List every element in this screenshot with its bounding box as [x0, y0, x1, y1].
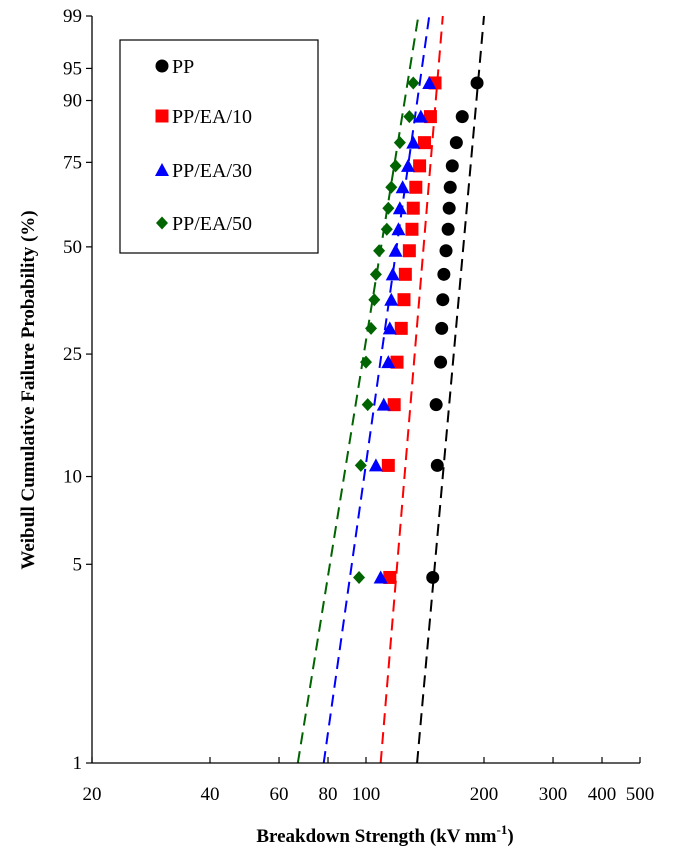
- x-tick-label: 60: [270, 784, 289, 805]
- legend-marker-series-2: [155, 109, 169, 123]
- legend-label-series-1: PP: [172, 56, 194, 78]
- legend-box: [119, 39, 319, 254]
- x-tick-label: 40: [201, 784, 220, 805]
- data-point-series-4: [373, 244, 386, 258]
- data-point-series-4: [361, 398, 374, 412]
- data-point-series-4: [353, 570, 366, 584]
- data-point-series-2: [398, 267, 412, 281]
- data-point-series-4: [389, 159, 402, 173]
- fit-line-series-2: [379, 15, 444, 764]
- fit-line-series-3: [322, 15, 431, 764]
- y-tick-label: 10: [63, 467, 82, 488]
- legend-label-series-2: PP/EA/10: [172, 106, 252, 128]
- data-point-series-4: [360, 355, 372, 369]
- plot-area: 20 40 60 80 100 200 300 400 500 1 5 10 25 50 75 90 95 99: [63, 6, 654, 805]
- y-tick-label: 5: [73, 554, 83, 575]
- data-point-series-1: [430, 458, 444, 472]
- data-point-series-1: [435, 321, 449, 335]
- legend-items: PP PP/EA/10 PP/EA/30 PP/EA/50: [155, 56, 252, 235]
- data-point-series-1: [441, 222, 455, 236]
- data-point-series-3: [406, 135, 421, 149]
- data-point-series-4: [368, 293, 381, 307]
- data-point-series-1: [443, 180, 457, 194]
- data-point-series-2: [423, 110, 437, 124]
- data-point-series-1: [470, 76, 484, 90]
- data-point-series-2: [417, 136, 431, 150]
- y-tick-label: 75: [63, 152, 82, 173]
- data-point-series-2: [406, 201, 420, 215]
- data-point-series-1: [442, 201, 456, 215]
- data-point-series-4: [393, 136, 406, 150]
- data-point-series-3: [388, 243, 403, 257]
- data-point-series-1: [434, 355, 448, 369]
- data-point-series-4: [382, 201, 395, 215]
- data-point-series-2: [402, 244, 416, 258]
- data-markers: [353, 75, 484, 584]
- x-tick-label: 400: [588, 784, 617, 805]
- legend-label-series-4: PP/EA/50: [172, 213, 252, 235]
- data-point-series-4: [407, 76, 420, 90]
- fit-line-series-1: [416, 15, 486, 764]
- data-point-series-2: [387, 398, 401, 412]
- data-point-series-3: [413, 109, 428, 123]
- data-point-series-2: [397, 293, 411, 307]
- data-point-series-3: [422, 75, 437, 89]
- y-tick-label: 50: [63, 237, 82, 258]
- fit-lines: [296, 15, 486, 764]
- x-axis-title: Breakdown Strength (kV mm-1): [256, 822, 513, 847]
- data-point-series-4: [354, 458, 367, 472]
- data-point-series-3: [381, 355, 396, 369]
- data-point-series-3: [385, 267, 400, 281]
- data-point-series-1: [455, 110, 469, 124]
- legend-label-series-3: PP/EA/30: [172, 160, 252, 182]
- x-axis-title-superscript: -1: [497, 822, 508, 837]
- data-point-series-2: [394, 321, 408, 335]
- y-tick-label: 90: [63, 91, 82, 112]
- y-axis-ticks: 1 5 10 25 50 75 90 95 99: [63, 6, 92, 774]
- data-point-series-2: [383, 570, 397, 584]
- x-tick-label: 80: [319, 784, 338, 805]
- data-point-series-2: [405, 222, 419, 236]
- data-point-series-4: [403, 110, 416, 124]
- legend-marker-series-3: [155, 163, 169, 176]
- x-axis-ticks: 20 40 60 80 100 200 300 400 500: [83, 757, 655, 805]
- data-point-series-1: [437, 267, 451, 281]
- data-point-series-3: [391, 222, 406, 236]
- x-tick-label: 100: [352, 784, 381, 805]
- data-point-series-3: [368, 458, 383, 472]
- data-point-series-3: [376, 397, 391, 411]
- legend-marker-series-1: [155, 59, 169, 73]
- data-point-series-1: [429, 398, 443, 412]
- data-point-series-1: [426, 570, 440, 584]
- legend-marker-series-4: [156, 216, 168, 230]
- data-point-series-1: [439, 244, 453, 258]
- data-point-series-4: [369, 267, 382, 281]
- data-point-series-4: [385, 180, 398, 194]
- data-point-series-3: [384, 292, 399, 306]
- data-point-series-3: [395, 180, 410, 194]
- x-tick-label: 200: [470, 784, 499, 805]
- data-point-series-3: [373, 570, 388, 584]
- data-point-series-2: [381, 458, 395, 472]
- y-tick-label: 95: [63, 58, 82, 79]
- data-point-series-3: [392, 201, 407, 215]
- y-tick-label: 1: [73, 753, 83, 774]
- data-point-series-4: [365, 321, 378, 335]
- y-tick-label: 99: [63, 6, 82, 27]
- data-point-series-4: [380, 222, 393, 236]
- legend: PP PP/EA/10 PP/EA/30 PP/EA/50: [119, 39, 319, 254]
- data-point-series-2: [413, 159, 427, 173]
- data-point-series-1: [449, 136, 463, 150]
- y-axis-title: Weibull Cumulative Failure Probability (…: [18, 210, 39, 569]
- data-point-series-3: [382, 321, 397, 335]
- x-tick-label: 20: [83, 784, 102, 805]
- data-point-series-2: [409, 180, 423, 194]
- x-tick-label: 300: [539, 784, 568, 805]
- data-point-series-3: [401, 158, 416, 172]
- data-point-series-1: [445, 159, 459, 173]
- y-tick-label: 25: [63, 344, 82, 365]
- x-tick-label: 500: [626, 784, 655, 805]
- data-point-series-1: [436, 293, 450, 307]
